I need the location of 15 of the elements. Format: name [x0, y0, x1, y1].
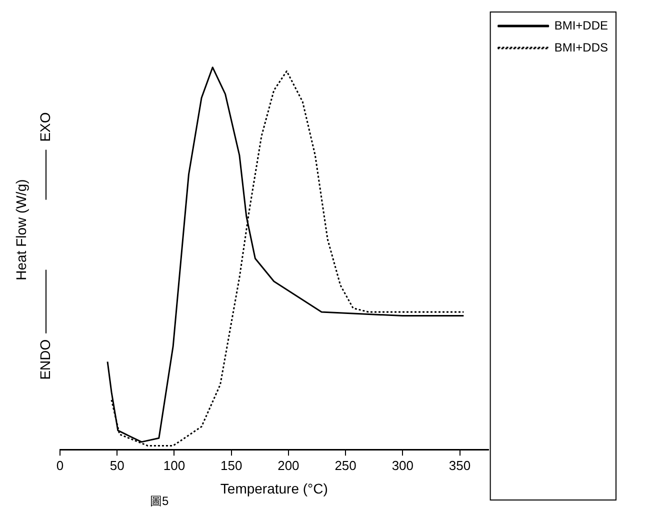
caption: 圖5	[150, 494, 169, 508]
legend-label: BMI+DDS	[554, 40, 608, 54]
legend-label: BMI+DDE	[554, 18, 608, 32]
text: EXO	[36, 112, 53, 142]
x-tick-label: 0	[56, 458, 64, 473]
x-axis-title: Temperature (°C)	[220, 480, 328, 496]
x-tick-label: 50	[110, 458, 124, 473]
x-tick-label: 200	[278, 458, 300, 473]
x-tick-label: 150	[220, 458, 242, 473]
x-tick-label: 250	[334, 458, 356, 473]
text: ENDO	[36, 339, 53, 380]
x-tick-label: 300	[392, 458, 414, 473]
x-tick-label: 350	[448, 458, 471, 473]
y-axis-title: Heat Flow (W/g)	[12, 179, 29, 280]
x-tick-label: 100	[163, 458, 186, 473]
